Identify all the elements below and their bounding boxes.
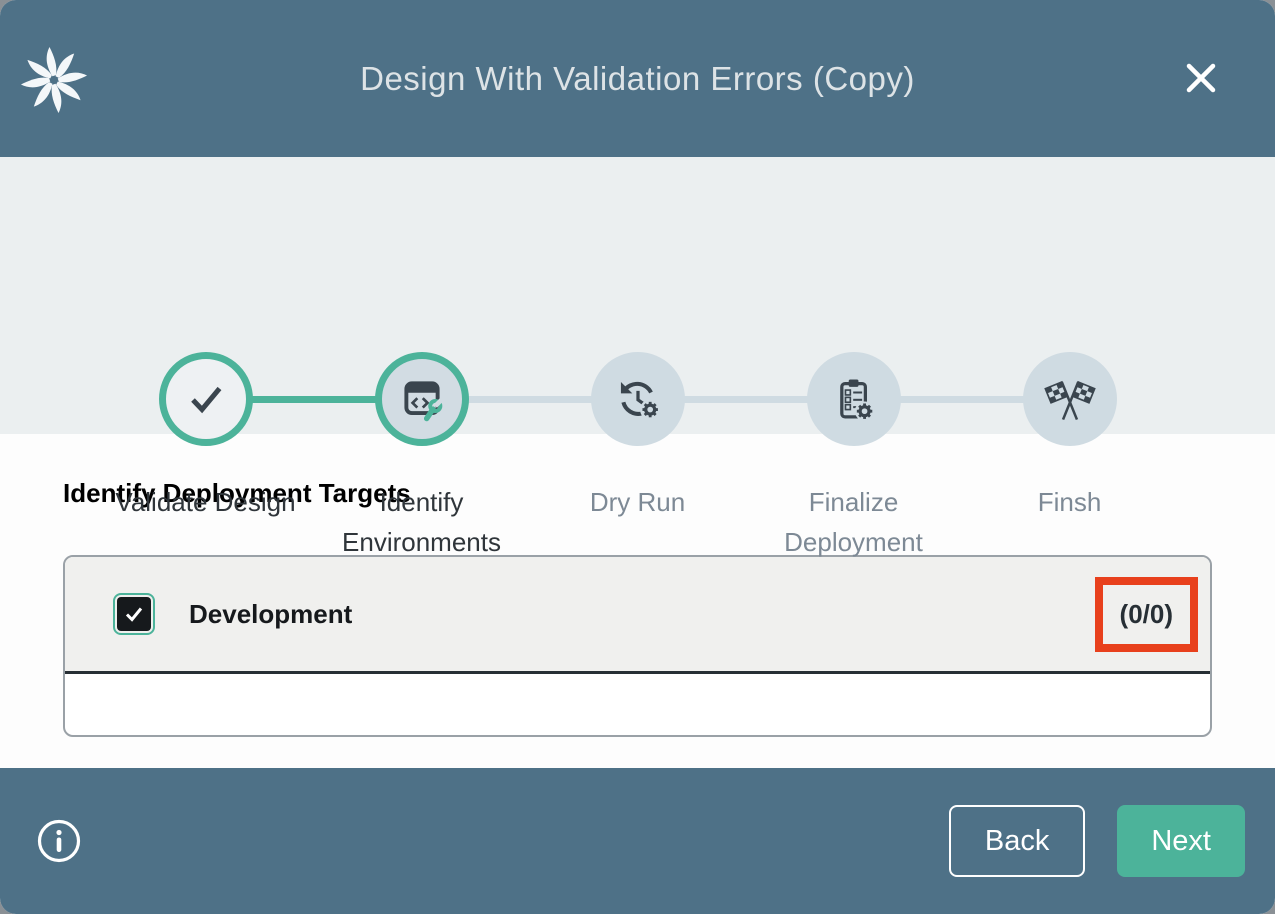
stepper-connector xyxy=(638,396,854,403)
stepper-connector xyxy=(422,396,638,403)
wizard-content: Identify Deployment Targets Development … xyxy=(0,434,1275,768)
code-window-wrench-icon xyxy=(403,381,444,422)
wizard-stepper: Validate Design Identify Environments xyxy=(0,157,1275,557)
annotation-highlight-box: (0/0) xyxy=(1094,576,1198,652)
step-label: Validate Design xyxy=(115,487,296,517)
dialog-footer: Back Next xyxy=(0,768,1275,914)
close-icon xyxy=(1186,63,1216,93)
dialog-title: Design With Validation Errors (Copy) xyxy=(360,60,915,97)
back-button[interactable]: Back xyxy=(948,804,1086,878)
target-name: Development xyxy=(189,598,353,629)
checkered-flags-icon xyxy=(1043,380,1096,421)
deployment-targets-list: Development (0/0) xyxy=(63,555,1212,737)
step-label: Finsh xyxy=(1037,487,1102,517)
target-count-badge: (0/0) xyxy=(1119,598,1173,629)
snaplogic-pinwheel-logo-icon xyxy=(20,46,88,114)
step-circle[interactable] xyxy=(806,352,901,446)
step-dry-run[interactable]: Dry Run xyxy=(530,352,746,562)
close-button[interactable] xyxy=(1179,56,1223,100)
step-label: Dry Run xyxy=(589,487,686,517)
step-label: Identify Environments xyxy=(342,487,501,557)
clipboard-gear-icon xyxy=(839,379,874,421)
step-identify-environments[interactable]: Identify Environments xyxy=(314,352,530,562)
step-circle[interactable] xyxy=(374,352,469,446)
step-circle[interactable] xyxy=(1022,352,1117,446)
dialog-header: Design With Validation Errors (Copy) xyxy=(0,0,1275,157)
step-circle[interactable] xyxy=(158,352,253,446)
next-button[interactable]: Next xyxy=(1117,804,1245,878)
development-checkbox[interactable] xyxy=(113,593,155,635)
step-circle[interactable] xyxy=(590,352,685,446)
step-finalize-deployment[interactable]: Finalize Deployment xyxy=(746,352,962,562)
sync-gear-icon xyxy=(620,381,660,420)
info-icon xyxy=(37,819,81,863)
footer-buttons: Back Next xyxy=(948,804,1245,878)
target-row-development[interactable]: Development (0/0) xyxy=(65,557,1210,674)
stepper-connector xyxy=(854,396,1070,403)
checkmark-icon xyxy=(125,607,143,622)
section-heading: Identify Deployment Targets xyxy=(63,478,411,508)
stepper-connector xyxy=(206,396,422,403)
step-validate-design[interactable]: Validate Design xyxy=(98,352,314,562)
step-finish[interactable]: Finsh xyxy=(962,352,1178,562)
check-icon xyxy=(190,386,221,414)
step-label: Finalize Deployment xyxy=(784,487,923,557)
info-button[interactable] xyxy=(36,818,82,864)
